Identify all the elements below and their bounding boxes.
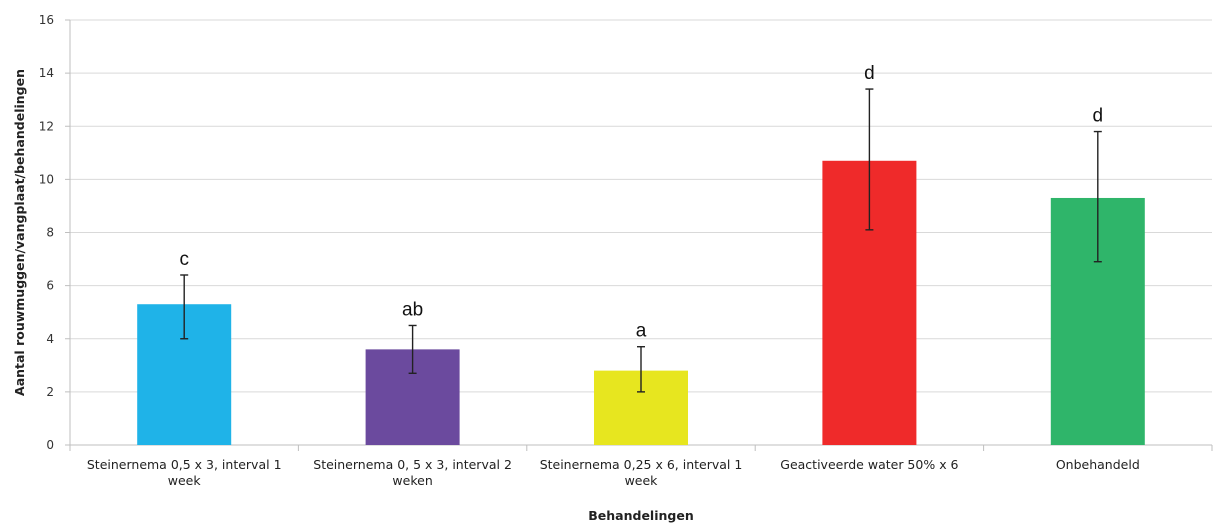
category-label-line: Steinernema 0,25 x 6, interval 1	[540, 457, 743, 472]
category-label-line: weken	[392, 473, 432, 488]
category-label-line: Geactiveerde water 50% x 6	[780, 457, 958, 472]
x-axis-title: Behandelingen	[588, 508, 693, 523]
category-label: Steinernema 0,25 x 6, interval 1 week	[540, 457, 743, 488]
y-tick-label: 10	[39, 172, 54, 186]
y-tick-label: 12	[39, 119, 54, 133]
significance-label: d	[864, 63, 875, 84]
category-label-line: Onbehandeld	[1056, 457, 1140, 472]
y-tick-label: 14	[39, 66, 54, 80]
significance-label: ab	[402, 299, 423, 320]
category-label: Geactiveerde water 50% x 6	[780, 457, 958, 472]
y-axis-title: Aantal rouwmuggen/vangplaat/behandelinge…	[12, 69, 27, 396]
category-label: Steinernema 0, 5 x 3, interval 2 weken	[313, 457, 512, 488]
category-label-line: Steinernema 0, 5 x 3, interval 2	[313, 457, 512, 472]
gridlines	[70, 19, 1212, 393]
category-label: Onbehandeld	[1056, 457, 1140, 472]
y-tick-label: 2	[46, 385, 54, 399]
category-label-line: week	[625, 473, 659, 488]
category-label: Steinernema 0,5 x 3, interval 1 week	[87, 457, 282, 488]
significance-label: c	[179, 249, 189, 270]
significance-label: a	[636, 321, 647, 342]
category-label-line: week	[168, 473, 202, 488]
y-tick-label: 6	[46, 279, 54, 293]
category-label-line: Steinernema 0,5 x 3, interval 1	[87, 457, 282, 472]
labels: 0 2 4 6 8 10 12 14 16 c Steinernema 0,5 x 3, inter…	[39, 13, 1140, 488]
error-bars	[180, 88, 1102, 393]
y-tick-label: 16	[39, 13, 54, 27]
significance-label: d	[1093, 106, 1104, 127]
y-tick-label: 4	[46, 332, 54, 346]
bars	[137, 160, 1145, 445]
y-tick-label: 0	[46, 438, 54, 452]
y-tick-label: 8	[46, 226, 54, 240]
